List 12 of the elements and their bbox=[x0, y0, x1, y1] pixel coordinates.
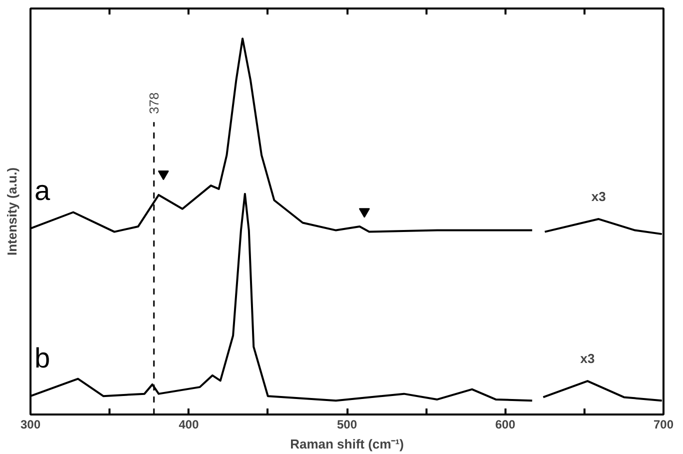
series-label: b bbox=[34, 342, 50, 374]
x-tick-label: 500 bbox=[336, 418, 358, 432]
x-tick-label: 600 bbox=[495, 418, 516, 432]
y-axis-title: Intensity (a.u.) bbox=[4, 167, 20, 256]
annotation: x3 bbox=[591, 188, 606, 204]
series-label: a bbox=[34, 174, 50, 206]
x-tick-label: 400 bbox=[178, 418, 200, 432]
x-axis-title: Raman shift (cm⁻¹) bbox=[290, 436, 404, 452]
ref-line-label: 378 bbox=[146, 92, 162, 114]
x-tick-label: 700 bbox=[653, 418, 674, 432]
x-tick-label: 300 bbox=[20, 418, 41, 432]
annotation: x3 bbox=[580, 351, 595, 366]
